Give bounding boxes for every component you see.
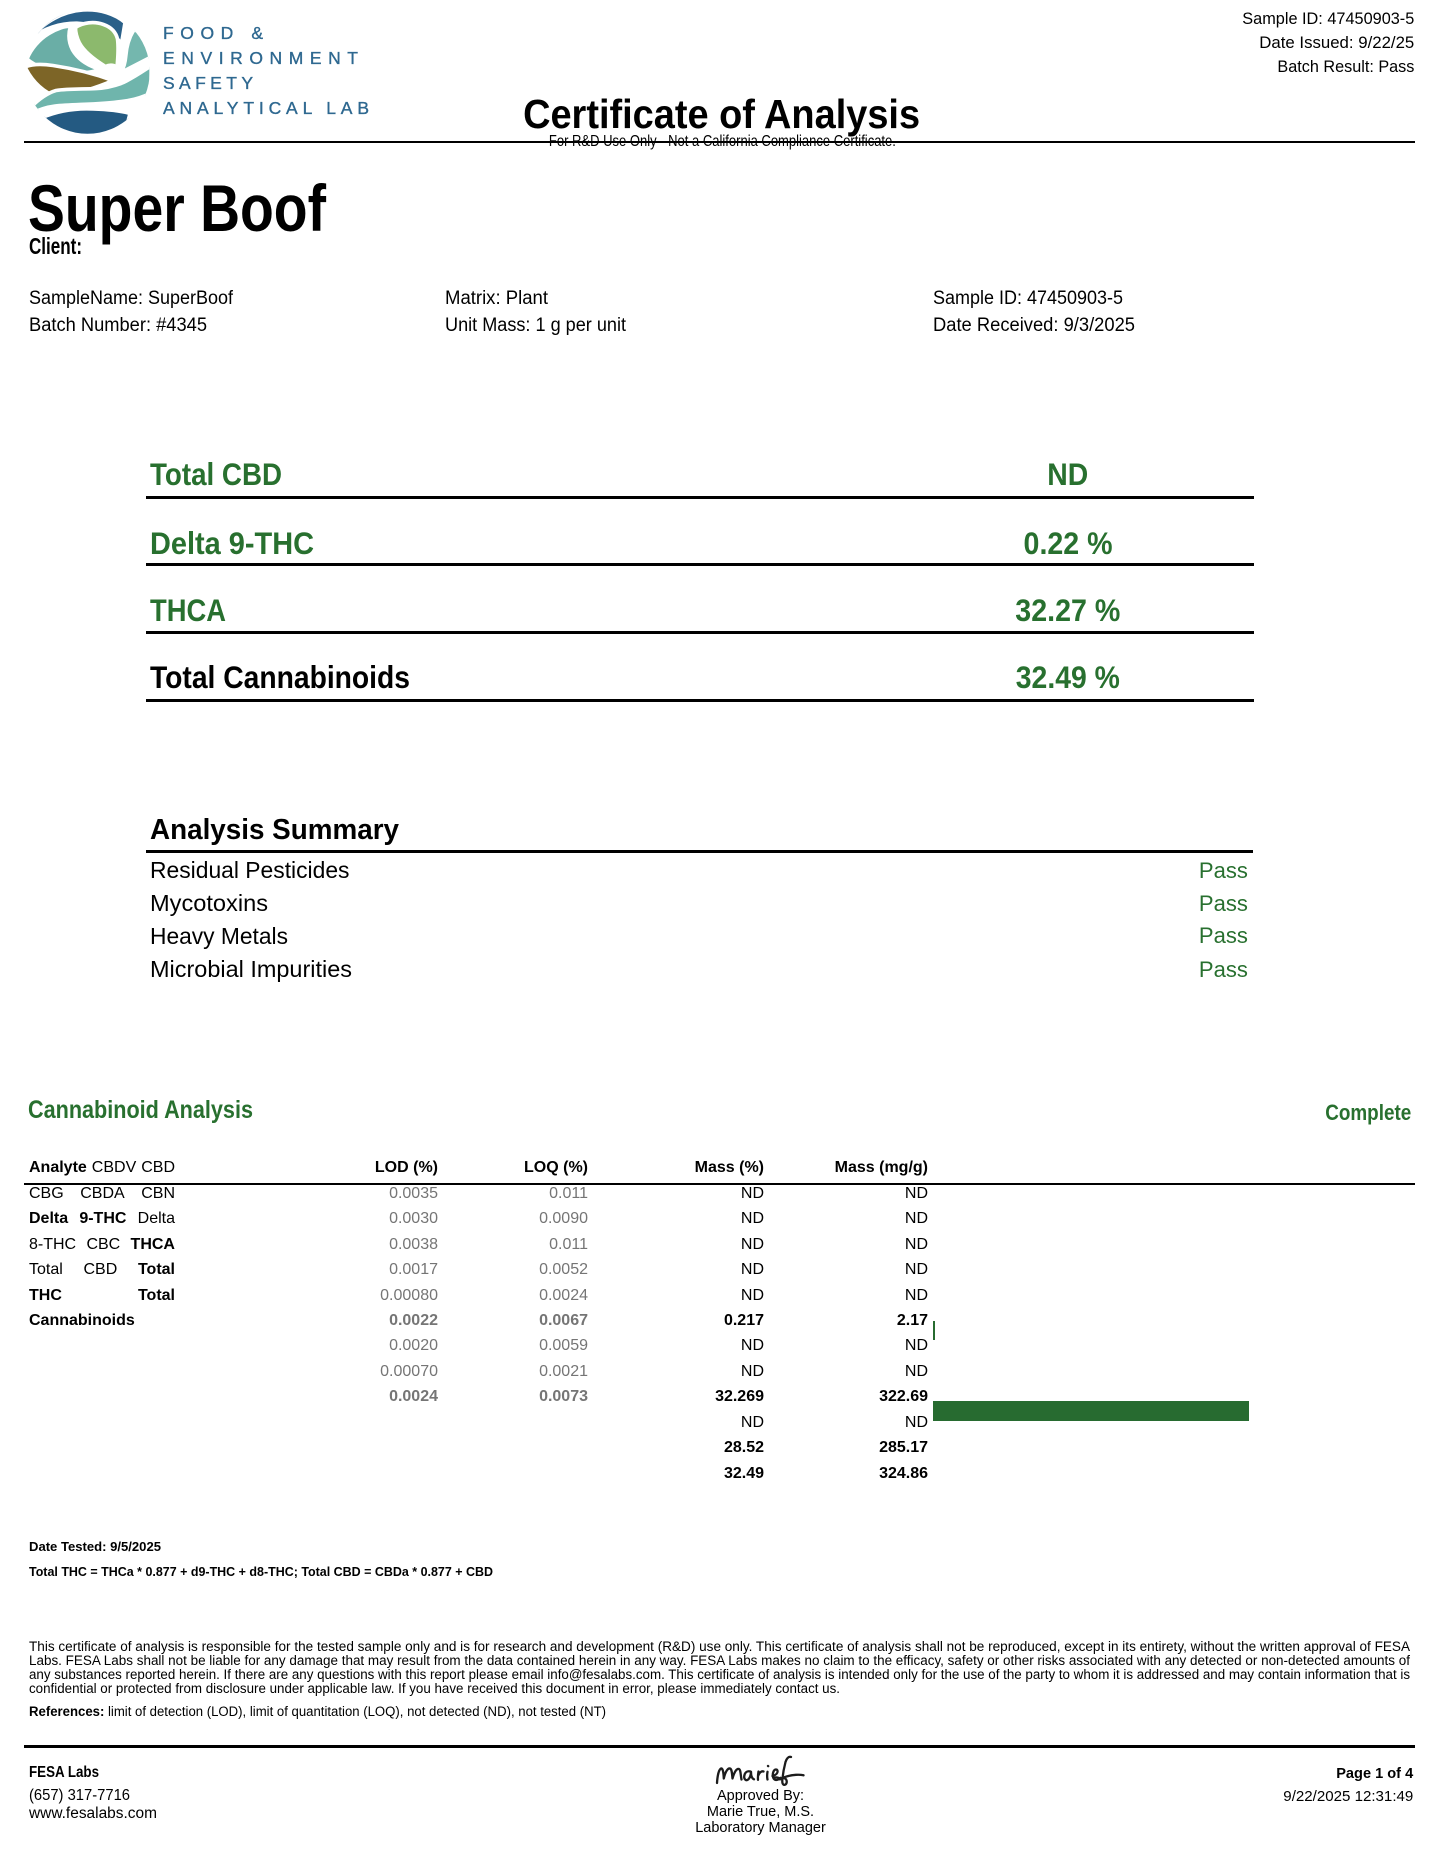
svg-text:ANALYTICAL LAB: ANALYTICAL LAB xyxy=(163,98,369,118)
svg-text:SAFETY: SAFETY xyxy=(163,73,253,93)
svg-text:ENVIRONMENT: ENVIRONMENT xyxy=(163,48,358,68)
svg-text:FOOD &: FOOD & xyxy=(163,23,263,43)
